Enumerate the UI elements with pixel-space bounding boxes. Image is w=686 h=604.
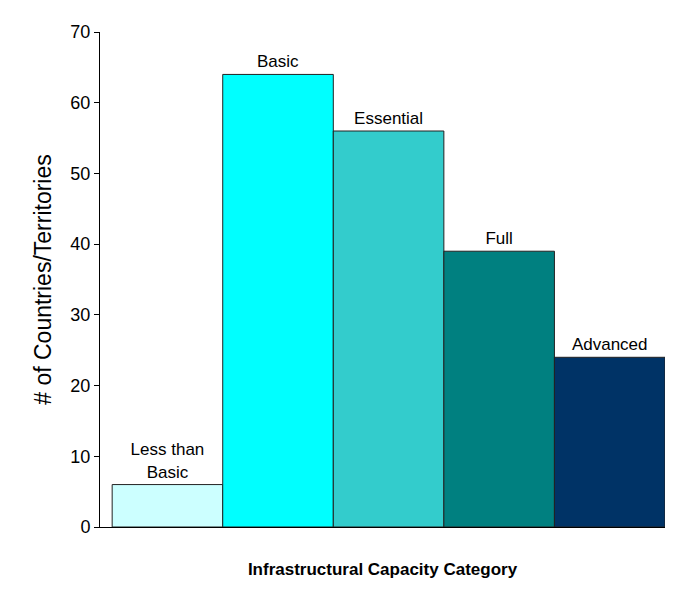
- svg-text:Basic: Basic: [257, 52, 299, 71]
- svg-text:Full: Full: [485, 229, 512, 248]
- svg-text:Infrastructural Capacity Categ: Infrastructural Capacity Category: [248, 560, 518, 579]
- svg-text:Advanced: Advanced: [572, 335, 648, 354]
- svg-text:0: 0: [80, 517, 90, 537]
- svg-text:70: 70: [70, 22, 90, 42]
- svg-text:10: 10: [70, 447, 90, 467]
- svg-text:60: 60: [70, 93, 90, 113]
- svg-text:Essential: Essential: [354, 109, 423, 128]
- svg-text:30: 30: [70, 305, 90, 325]
- svg-text:40: 40: [70, 234, 90, 254]
- svg-text:Less thanBasic: Less thanBasic: [131, 440, 205, 481]
- svg-text:50: 50: [70, 164, 90, 184]
- svg-text:20: 20: [70, 376, 90, 396]
- svg-text:# of Countries/Territories: # of Countries/Territories: [30, 154, 56, 405]
